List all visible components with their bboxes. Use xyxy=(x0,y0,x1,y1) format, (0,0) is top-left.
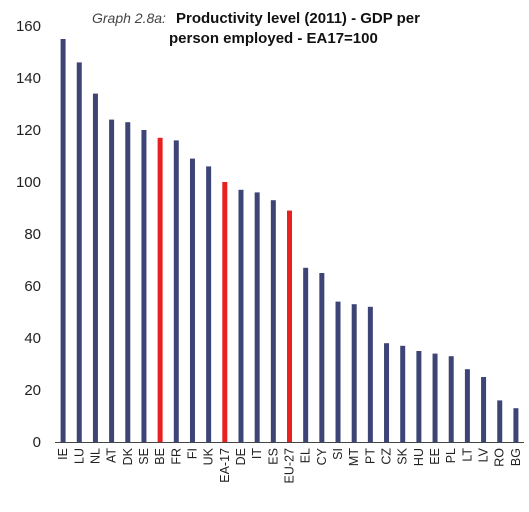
bar-uk xyxy=(206,166,212,442)
x-tick-label: UK xyxy=(202,447,216,465)
x-tick-label: RO xyxy=(493,448,507,467)
x-tick-label: LT xyxy=(460,448,474,462)
x-tick-label: MT xyxy=(347,448,361,466)
y-tick-label: 160 xyxy=(16,18,41,35)
bar-se xyxy=(141,130,147,442)
x-tick-label: EE xyxy=(428,448,442,465)
bar-de xyxy=(238,189,244,442)
y-tick-label: 80 xyxy=(24,226,41,243)
bar-lu xyxy=(76,62,82,443)
x-tick-label: DK xyxy=(121,447,135,465)
x-tick-label: FI xyxy=(185,448,199,459)
x-tick-label: BE xyxy=(153,448,167,465)
y-tick-label: 120 xyxy=(16,122,41,139)
chart-title-line1: Productivity level (2011) - GDP per xyxy=(176,10,420,27)
x-tick-label: ES xyxy=(266,448,280,465)
y-tick-label: 20 xyxy=(24,382,41,399)
bar-fr xyxy=(173,140,179,442)
bar-ea-17 xyxy=(222,182,228,442)
bar-hu xyxy=(416,351,422,442)
bar-ee xyxy=(432,353,438,442)
x-tick-label: SE xyxy=(137,448,151,465)
x-tick-label: EU-27 xyxy=(283,448,297,483)
bar-nl xyxy=(92,93,98,442)
bars xyxy=(60,39,519,443)
bar-es xyxy=(270,200,276,442)
x-tick-label: LU xyxy=(72,448,86,464)
x-tick-label: DE xyxy=(234,448,248,465)
x-tick-label: CY xyxy=(315,447,329,465)
bar-sk xyxy=(400,345,406,442)
bar-bg xyxy=(513,408,519,442)
chart-title-prefix: Graph 2.8a: xyxy=(92,10,166,26)
bar-cz xyxy=(384,343,390,442)
bar-dk xyxy=(125,122,131,442)
bar-eu-27 xyxy=(287,210,292,442)
x-tick-label: PL xyxy=(444,448,458,463)
x-tick-label: FR xyxy=(169,448,183,465)
x-tick-label: PT xyxy=(363,448,377,464)
y-tick-label: 140 xyxy=(16,70,41,87)
y-tick-label: 100 xyxy=(16,174,41,191)
y-tick-label: 40 xyxy=(24,330,41,347)
bar-pt xyxy=(367,306,373,442)
bar-be xyxy=(157,137,163,443)
bar-lv xyxy=(481,377,487,442)
x-tick-label: NL xyxy=(88,448,102,464)
x-tick-label: CZ xyxy=(380,448,394,465)
bar-cy xyxy=(319,273,325,442)
x-tick-label: EL xyxy=(299,448,313,463)
x-tick-label: SI xyxy=(331,448,345,460)
x-tick-label: BG xyxy=(509,448,523,466)
x-tick-label: SK xyxy=(396,447,410,464)
bar-it xyxy=(254,192,260,442)
x-tick-label: LV xyxy=(477,447,491,462)
y-tick-label: 0 xyxy=(33,434,41,451)
x-tick-label: AT xyxy=(105,448,119,463)
bar-lt xyxy=(464,369,470,442)
chart-title-line2: person employed - EA17=100 xyxy=(169,30,378,47)
bar-ie xyxy=(60,39,66,442)
x-axis: IE LU NL AT DK SE BE FR FI UK EA-17 DE IT ES EU-27 EL CY… xyxy=(56,447,523,483)
bar-fi xyxy=(189,158,195,442)
x-tick-label: HU xyxy=(412,448,426,466)
bar-el xyxy=(303,267,309,442)
bar-si xyxy=(335,301,341,442)
x-tick-label: IE xyxy=(56,448,70,460)
bar-ro xyxy=(497,400,503,442)
bar-pl xyxy=(448,356,454,442)
y-tick-label: 60 xyxy=(24,278,41,295)
y-axis: 0 20 40 60 80 100 120 140 160 xyxy=(16,18,41,451)
bar-mt xyxy=(351,304,357,442)
bar-at xyxy=(109,119,115,442)
x-tick-label: EA-17 xyxy=(218,448,232,483)
x-tick-label: IT xyxy=(250,448,264,459)
